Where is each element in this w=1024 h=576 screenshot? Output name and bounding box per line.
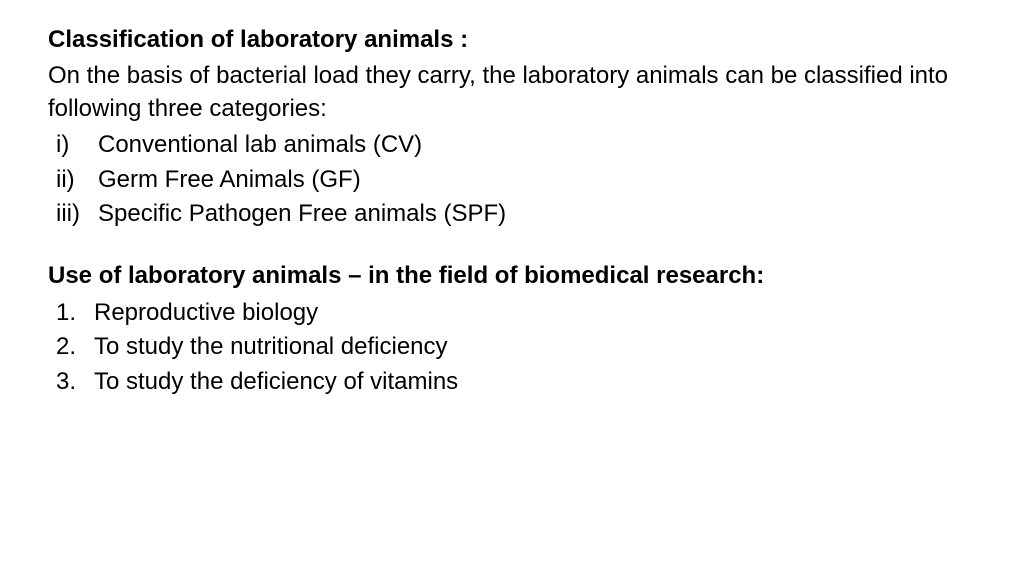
list-text: To study the deficiency of vitamins bbox=[94, 366, 458, 398]
list-text: Reproductive biology bbox=[94, 297, 318, 329]
list-text: Germ Free Animals (GF) bbox=[98, 164, 361, 196]
section-gap bbox=[48, 232, 976, 260]
list-text: Conventional lab animals (CV) bbox=[98, 129, 422, 161]
section2-list: 1. Reproductive biology 2. To study the … bbox=[56, 297, 976, 398]
list-text: Specific Pathogen Free animals (SPF) bbox=[98, 198, 506, 230]
list-marker: iii) bbox=[56, 198, 98, 230]
list-item: 3. To study the deficiency of vitamins bbox=[56, 366, 976, 398]
list-marker: 1. bbox=[56, 297, 94, 329]
list-text: To study the nutritional deficiency bbox=[94, 331, 448, 363]
list-item: iii) Specific Pathogen Free animals (SPF… bbox=[56, 198, 976, 230]
list-marker: 2. bbox=[56, 331, 94, 363]
list-item: ii) Germ Free Animals (GF) bbox=[56, 164, 976, 196]
list-item: 1. Reproductive biology bbox=[56, 297, 976, 329]
section1-list: i) Conventional lab animals (CV) ii) Ger… bbox=[56, 129, 976, 230]
list-marker: i) bbox=[56, 129, 98, 161]
section1-intro: On the basis of bacterial load they carr… bbox=[48, 60, 976, 125]
list-marker: ii) bbox=[56, 164, 98, 196]
list-item: i) Conventional lab animals (CV) bbox=[56, 129, 976, 161]
section1-heading: Classification of laboratory animals : bbox=[48, 24, 976, 56]
list-item: 2. To study the nutritional deficiency bbox=[56, 331, 976, 363]
list-marker: 3. bbox=[56, 366, 94, 398]
section2-heading: Use of laboratory animals – in the field… bbox=[48, 260, 976, 292]
